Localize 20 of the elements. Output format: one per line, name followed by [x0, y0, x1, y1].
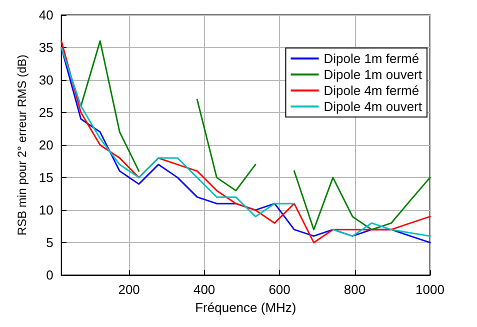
x-tick-label: 200 [118, 282, 140, 298]
y-axis-title: RSB min pour 2° erreur RMS (dB) [15, 54, 29, 236]
y-tick-label: 5 [46, 235, 54, 250]
x-tick-label: 600 [268, 282, 290, 298]
legend-label: Dipole 1m fermé [324, 51, 420, 66]
y-tick-label: 35 [38, 40, 54, 56]
y-tick-label: 10 [38, 202, 54, 218]
legend-label: Dipole 4m fermé [324, 83, 420, 98]
y-tick-label: 40 [38, 8, 54, 22]
legend-label: Dipole 4m ouvert [324, 99, 422, 114]
y-tick-label: 25 [38, 105, 54, 120]
y-tick-label: 0 [46, 268, 54, 283]
y-tick-label: 15 [38, 170, 54, 186]
y-tick-label: 20 [38, 138, 54, 153]
x-tick-label: 800 [344, 282, 366, 298]
y-tick-label: 30 [38, 72, 54, 88]
x-tick-label: 1000 [416, 282, 444, 298]
x-tick-label: 400 [193, 282, 216, 298]
legend-label: Dipole 1m ouvert [324, 67, 422, 82]
x-axis-title: Fréquence (MHz) [195, 300, 296, 315]
